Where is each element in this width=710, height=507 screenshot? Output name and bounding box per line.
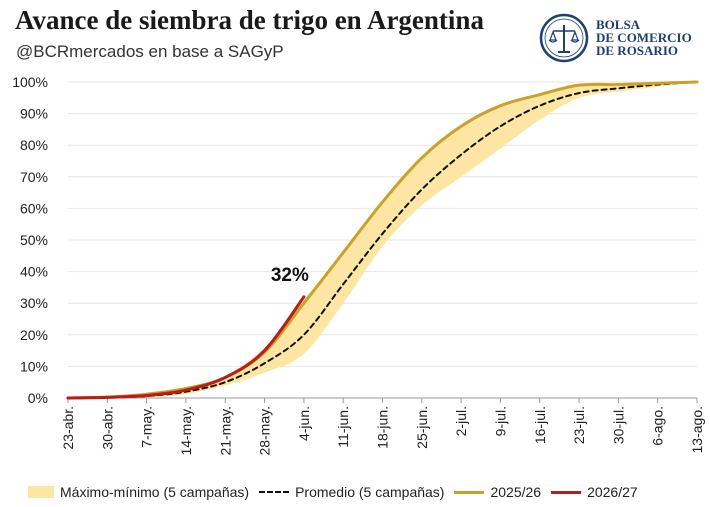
legend-label-band: Máximo-mínimo (5 campañas) (60, 484, 250, 500)
chart-legend: Máximo-mínimo (5 campañas) Promedio (5 c… (28, 481, 648, 503)
legend-swatch-2026 (551, 490, 582, 494)
x-tick-label: 28-may. (257, 406, 273, 456)
legend-label-average: Promedio (5 campañas) (295, 484, 445, 500)
x-tick-label: 30-jul. (610, 406, 626, 444)
x-tick-label: 6-ago. (650, 406, 666, 446)
x-tick-label: 21-may. (217, 406, 233, 456)
legend-swatch-average (259, 491, 290, 493)
legend-item-2026: 2026/27 (551, 484, 638, 500)
y-tick-label: 30% (20, 295, 48, 311)
x-tick-label: 18-jun. (375, 406, 391, 449)
y-tick-label: 10% (20, 358, 48, 374)
logo-text: BOLSA DE COMERCIO DE ROSARIO (596, 17, 692, 58)
legend-item-2025: 2025/26 (454, 484, 541, 500)
legend-swatch-2025 (454, 490, 485, 494)
y-tick-label: 40% (20, 264, 48, 280)
x-tick-label: 25-jun. (414, 406, 430, 449)
x-tick-label: 16-jul. (532, 406, 548, 444)
bcr-logo: BOLSA DE COMERCIO DE ROSARIO (538, 12, 703, 64)
x-tick-label: 7-may. (139, 406, 155, 448)
annotation-label: 32% (271, 265, 309, 286)
x-tick-label: 30-abr. (99, 406, 115, 450)
y-tick-label: 20% (20, 327, 48, 343)
y-tick-label: 70% (20, 169, 48, 185)
season-2026-27-line (66, 295, 306, 400)
max-min-band (68, 81, 697, 399)
legend-label-2025: 2025/26 (490, 484, 542, 500)
x-tick-label: 4-jun. (296, 406, 312, 441)
legend-label-2026: 2026/27 (587, 484, 638, 500)
legend-item-band: Máximo-mínimo (5 campañas) (28, 484, 249, 500)
y-tick-label: 0% (28, 390, 48, 406)
wheat-planting-chart: 0% 10% 20% 30% 40% 50% 60% 70% 80% 90% 100% 23-abr.… (12, 74, 705, 456)
x-tick-label: 23-abr. (60, 406, 76, 450)
legend-item-average: Promedio (5 campañas) (259, 484, 444, 500)
y-tick-label: 60% (20, 200, 48, 216)
x-tick-label: 14-may. (178, 406, 194, 456)
y-tick-label: 90% (20, 106, 48, 122)
x-tick-label: 13-ago. (689, 406, 705, 453)
x-tick-label: 9-jul. (492, 406, 508, 436)
x-tick-label: 23-jul. (571, 406, 587, 444)
x-tick-label: 11-jun. (335, 406, 351, 448)
y-tick-label: 100% (12, 74, 48, 90)
chart-subtitle: @BCRmercados en base a SAGyP (16, 42, 284, 61)
y-tick-label: 80% (20, 137, 48, 153)
legend-swatch-band (28, 486, 54, 498)
y-tick-label: 50% (20, 232, 48, 248)
chart-title: Avance de siembra de trigo en Argentina (15, 5, 484, 35)
bcr-seal-icon (539, 13, 589, 63)
x-tick-label: 2-jul. (453, 406, 469, 436)
season-2025-26-line (66, 80, 699, 400)
